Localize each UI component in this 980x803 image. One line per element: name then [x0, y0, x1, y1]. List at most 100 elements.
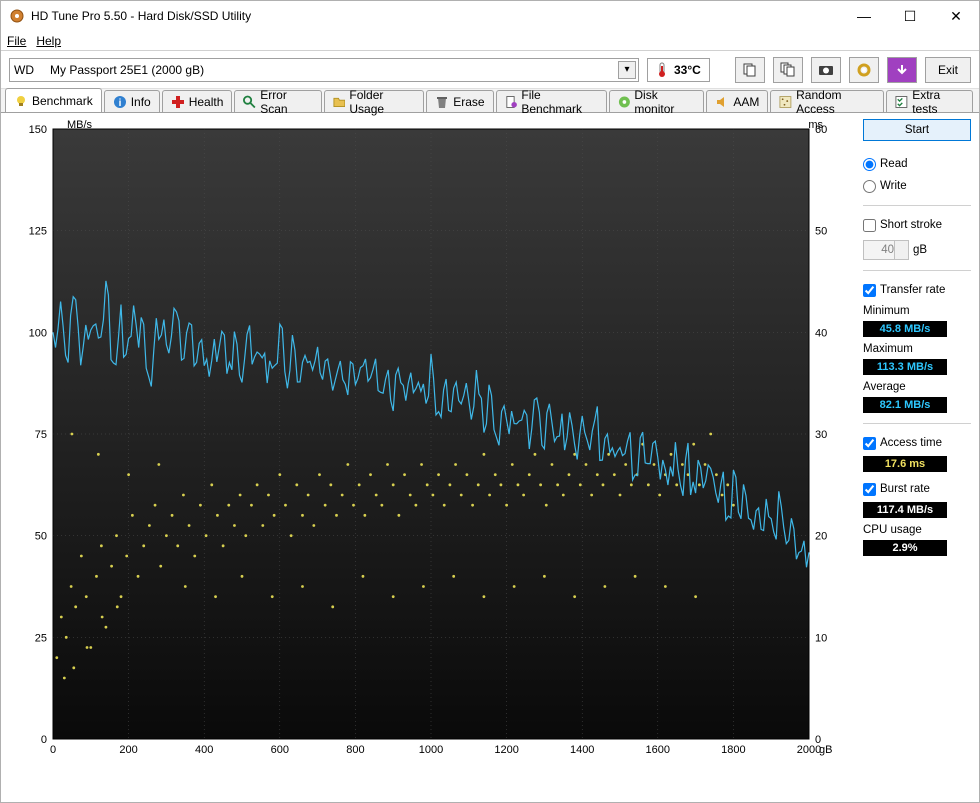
svg-text:10: 10 — [815, 632, 827, 644]
svg-text:40: 40 — [815, 327, 827, 339]
tab-folder-usage[interactable]: Folder Usage — [324, 90, 425, 112]
gb-label: gB — [913, 244, 927, 256]
titlebar: HD Tune Pro 5.50 - Hard Disk/SSD Utility… — [1, 1, 979, 31]
save-button[interactable] — [887, 57, 917, 83]
drive-vendor: WD — [14, 63, 50, 77]
svg-text:100: 100 — [29, 327, 47, 339]
svg-text:20: 20 — [815, 531, 827, 543]
tab-extra-tests[interactable]: Extra tests — [886, 90, 973, 112]
svg-text:125: 125 — [29, 226, 47, 238]
access-time-checkbox[interactable] — [863, 437, 876, 450]
app-icon — [9, 8, 25, 24]
svg-text:75: 75 — [35, 429, 47, 441]
topbar: WD My Passport 25E1 (2000 gB) ▾ 33°C Exi… — [1, 51, 979, 89]
access-time-label: Access time — [880, 437, 942, 449]
cpu-usage-value: 2.9% — [863, 540, 947, 556]
svg-text:50: 50 — [35, 531, 47, 543]
cpu-usage-label: CPU usage — [863, 524, 971, 536]
bulb-icon — [14, 94, 28, 108]
tab-benchmark[interactable]: Benchmark — [5, 88, 102, 112]
side-panel: Start Read Write Short stroke 40 gB Tran… — [863, 119, 971, 794]
screenshot-button[interactable] — [811, 57, 841, 83]
tab-aam[interactable]: AAM — [706, 90, 768, 112]
burst-rate-label: Burst rate — [880, 483, 930, 495]
menu-help[interactable]: Help — [36, 34, 61, 48]
write-radio[interactable] — [863, 180, 876, 193]
minimum-value: 45.8 MB/s — [863, 321, 947, 337]
menu-file[interactable]: File — [7, 34, 26, 48]
maximize-button[interactable]: ☐ — [887, 1, 933, 31]
folder-icon — [333, 95, 346, 109]
burst-rate-checkbox[interactable] — [863, 483, 876, 496]
read-radio[interactable] — [863, 158, 876, 171]
thermometer-icon — [656, 62, 668, 78]
copy-icon — [742, 62, 758, 78]
arrow-down-icon — [895, 63, 909, 77]
svg-text:600: 600 — [271, 744, 289, 756]
tab-info[interactable]: iInfo — [104, 90, 160, 112]
svg-text:1800: 1800 — [721, 744, 745, 756]
maximum-value: 113.3 MB/s — [863, 359, 947, 375]
speaker-icon — [715, 95, 729, 109]
tab-error-scan[interactable]: Error Scan — [234, 90, 321, 112]
tab-bar: Benchmark iInfo Health Error Scan Folder… — [1, 89, 979, 113]
start-button[interactable]: Start — [863, 119, 971, 141]
benchmark-chart: 0255075100125150010203040506002004006008… — [9, 119, 857, 794]
svg-text:50: 50 — [815, 226, 827, 238]
health-icon — [171, 95, 185, 109]
svg-text:25: 25 — [35, 632, 47, 644]
chevron-down-icon[interactable]: ▾ — [618, 61, 636, 79]
settings-button[interactable] — [849, 57, 879, 83]
svg-text:i: i — [118, 98, 121, 109]
access-time-value: 17.6 ms — [863, 456, 947, 472]
copy-button[interactable] — [735, 57, 765, 83]
transfer-rate-checkbox[interactable] — [863, 284, 876, 297]
checklist-icon — [895, 95, 908, 109]
short-stroke-label: Short stroke — [880, 219, 942, 231]
burst-rate-value: 117.4 MB/s — [863, 502, 947, 518]
camera-icon — [818, 62, 834, 78]
chart-svg: 0255075100125150010203040506002004006008… — [9, 119, 833, 769]
drive-model: My Passport 25E1 (2000 gB) — [50, 63, 204, 77]
spinner-icon[interactable] — [894, 241, 908, 259]
average-value: 82.1 MB/s — [863, 397, 947, 413]
drive-select[interactable]: WD My Passport 25E1 (2000 gB) ▾ — [9, 58, 639, 82]
trash-icon — [435, 95, 449, 109]
minimum-label: Minimum — [863, 305, 971, 317]
random-icon — [779, 95, 792, 109]
svg-text:0: 0 — [41, 734, 47, 746]
content-area: 0255075100125150010203040506002004006008… — [1, 113, 979, 802]
tab-file-benchmark[interactable]: File Benchmark — [496, 90, 607, 112]
tab-health[interactable]: Health — [162, 90, 233, 112]
svg-text:ms: ms — [808, 119, 823, 131]
svg-text:1200: 1200 — [494, 744, 518, 756]
close-button[interactable]: ✕ — [933, 1, 979, 31]
file-bench-icon — [505, 95, 518, 109]
svg-text:0: 0 — [50, 744, 56, 756]
svg-text:gB: gB — [819, 744, 832, 756]
copy-all-button[interactable] — [773, 57, 803, 83]
svg-text:800: 800 — [346, 744, 364, 756]
exit-button[interactable]: Exit — [925, 57, 971, 83]
disk-icon — [618, 95, 631, 109]
svg-text:30: 30 — [815, 429, 827, 441]
short-stroke-checkbox[interactable] — [863, 219, 876, 232]
tab-erase[interactable]: Erase — [426, 90, 493, 112]
tab-disk-monitor[interactable]: Disk monitor — [609, 90, 705, 112]
read-label: Read — [880, 158, 908, 170]
svg-text:200: 200 — [119, 744, 137, 756]
transfer-rate-label: Transfer rate — [880, 284, 945, 296]
svg-text:1000: 1000 — [419, 744, 443, 756]
svg-text:1600: 1600 — [646, 744, 670, 756]
svg-text:1400: 1400 — [570, 744, 594, 756]
average-label: Average — [863, 381, 971, 393]
minimize-button[interactable]: — — [841, 1, 887, 31]
search-icon — [243, 95, 256, 109]
gear-icon — [856, 62, 872, 78]
info-icon: i — [113, 95, 127, 109]
svg-text:400: 400 — [195, 744, 213, 756]
window-title: HD Tune Pro 5.50 - Hard Disk/SSD Utility — [31, 9, 841, 23]
tab-random-access[interactable]: Random Access — [770, 90, 884, 112]
short-stroke-value[interactable]: 40 — [863, 240, 909, 260]
write-label: Write — [880, 180, 907, 192]
